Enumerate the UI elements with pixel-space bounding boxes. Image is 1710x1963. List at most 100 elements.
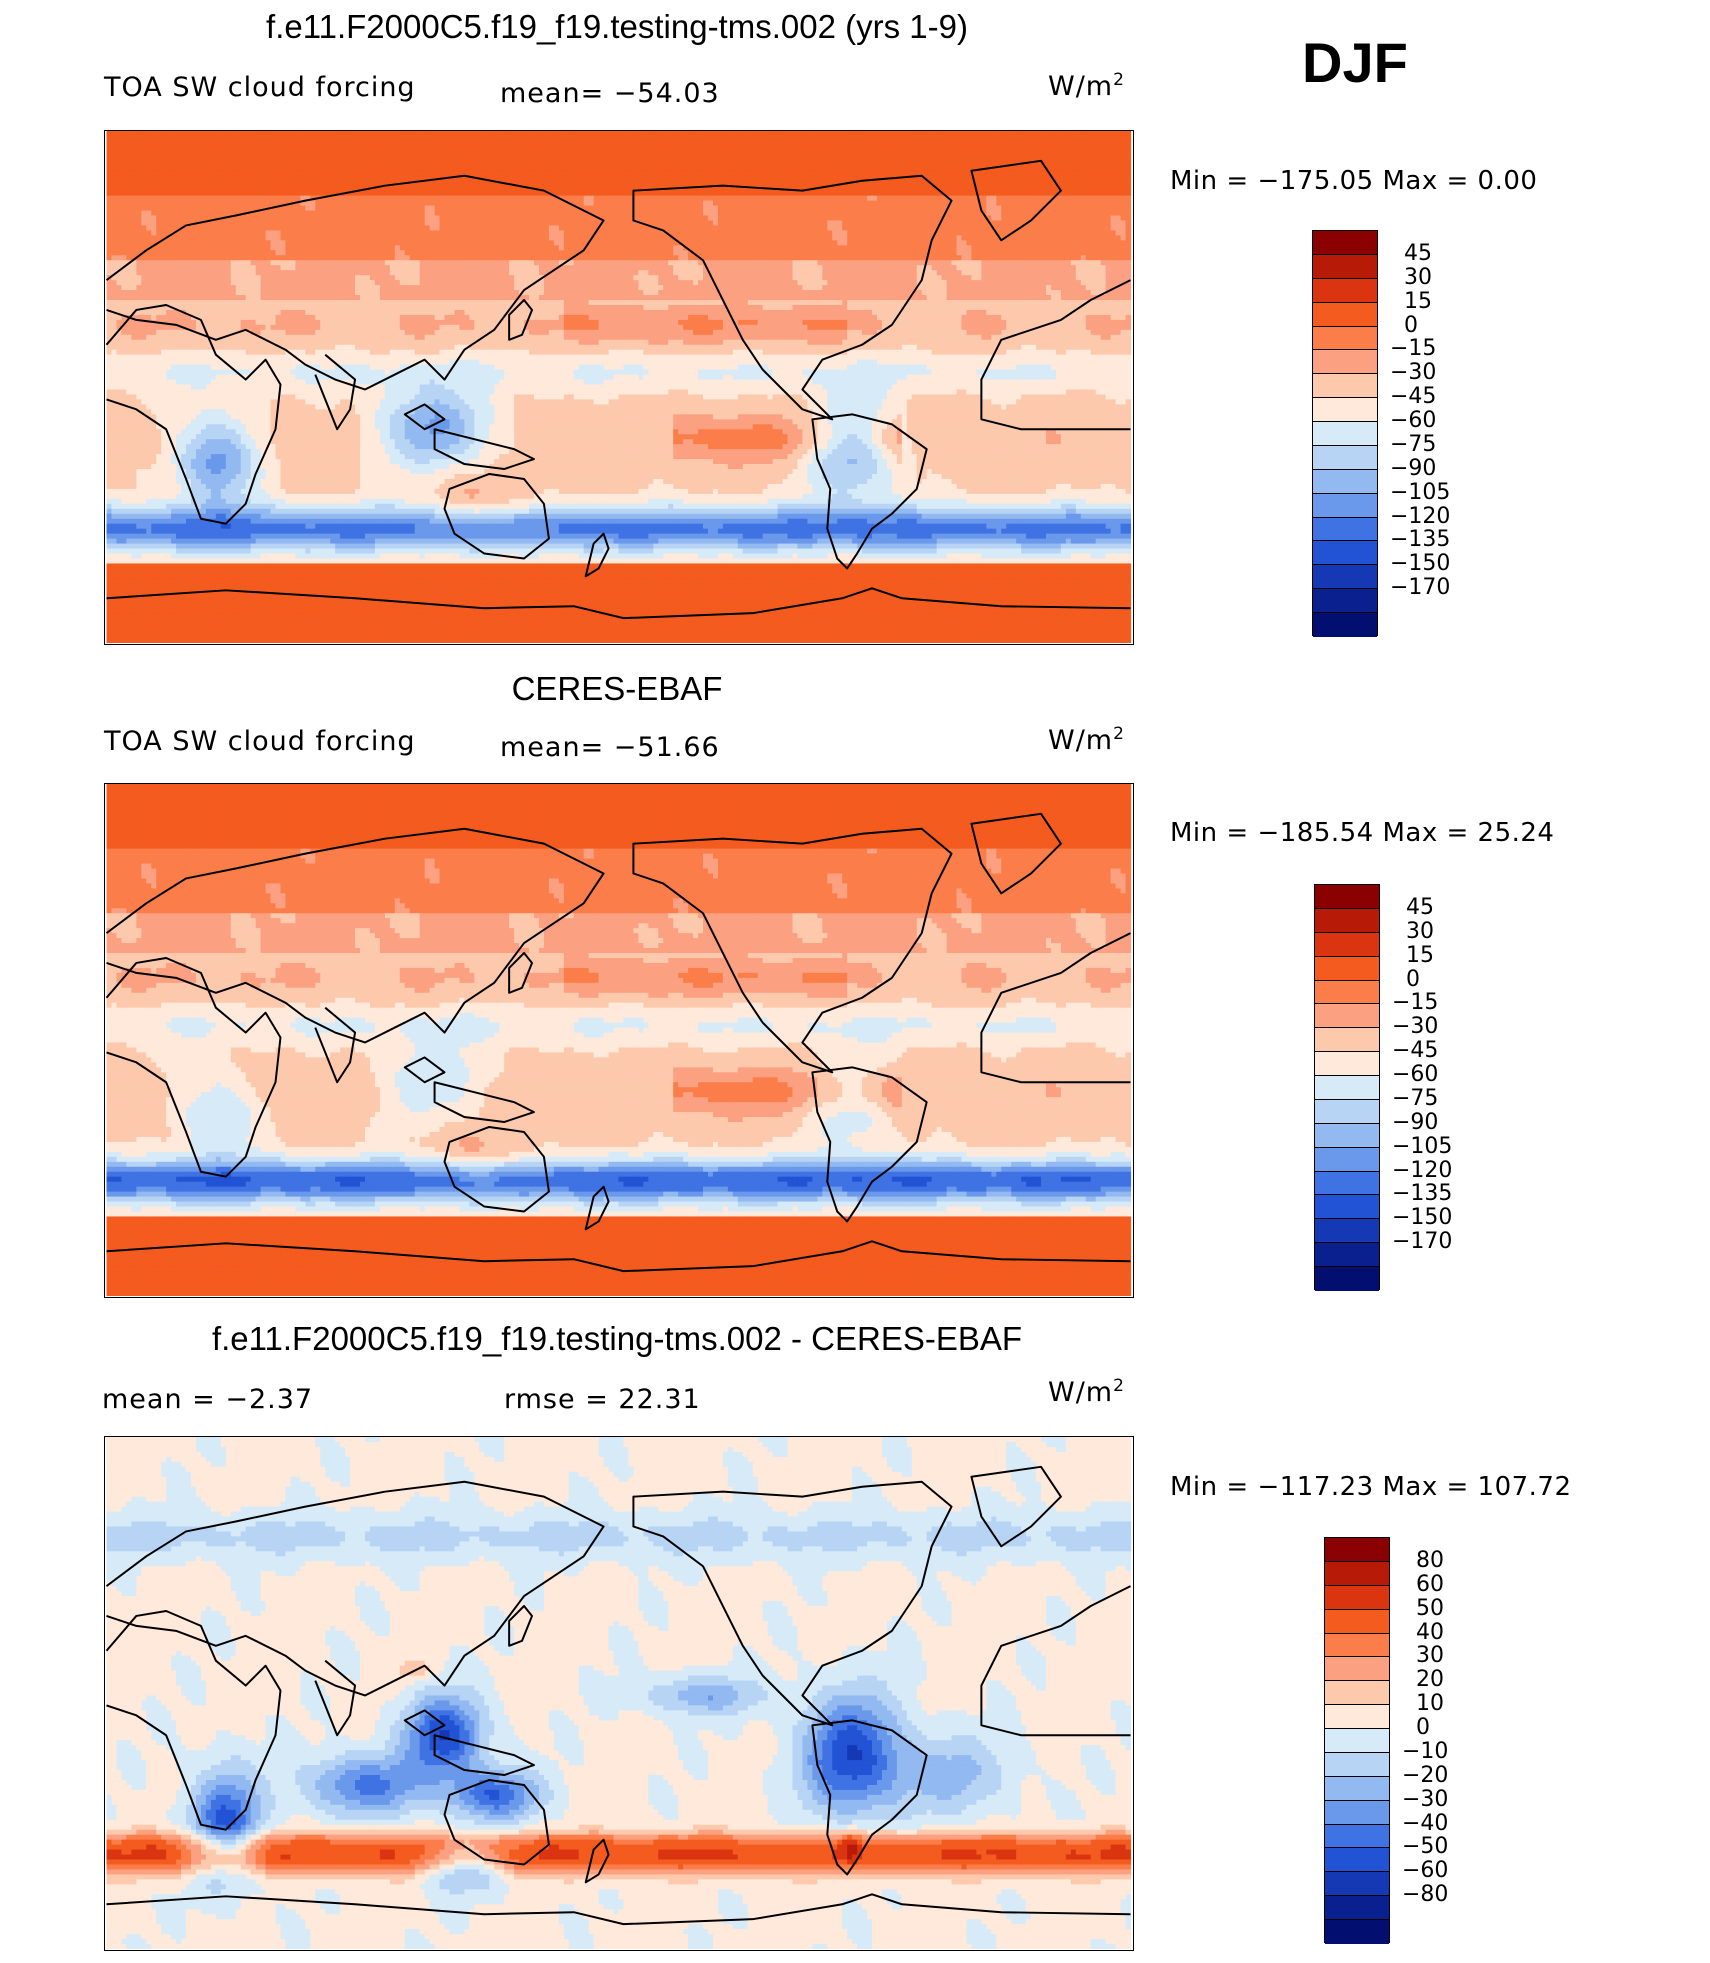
- field-cell: [459, 131, 465, 137]
- field-cell: [201, 216, 207, 222]
- field-cell: [440, 206, 446, 212]
- field-cell: [693, 225, 699, 231]
- field-cell: [1101, 186, 1107, 192]
- field-cell: [509, 176, 515, 182]
- field-cell: [847, 161, 853, 167]
- field-cell: [1106, 201, 1112, 207]
- field-cell: [266, 141, 272, 147]
- field-cell: [320, 151, 326, 157]
- field-cell: [276, 151, 282, 157]
- field-cell: [256, 196, 262, 202]
- field-cell: [708, 211, 714, 217]
- field-cell: [464, 216, 470, 222]
- field-cell: [822, 181, 828, 187]
- field-cell: [261, 235, 267, 241]
- field-cell: [375, 131, 381, 137]
- field-cell: [952, 161, 958, 167]
- field-cell: [778, 211, 784, 217]
- field-cell: [812, 146, 818, 152]
- field-cell: [768, 201, 774, 207]
- field-cell: [579, 171, 585, 177]
- field-cell: [564, 161, 570, 167]
- field-cell: [882, 235, 888, 241]
- field-cell: [211, 181, 217, 187]
- field-cell: [768, 166, 774, 172]
- field-cell: [1056, 131, 1062, 137]
- field-cell: [643, 171, 649, 177]
- field-cell: [330, 161, 336, 167]
- field-cell: [231, 206, 237, 212]
- field-cell: [619, 235, 625, 241]
- field-cell: [877, 146, 883, 152]
- field-cell: [350, 146, 356, 152]
- field-cell: [315, 206, 321, 212]
- field-cell: [141, 240, 147, 246]
- field-cell: [832, 206, 838, 212]
- field-cell: [285, 161, 291, 167]
- field-cell: [703, 166, 709, 172]
- field-cell: [221, 176, 227, 182]
- field-cell: [1106, 206, 1112, 212]
- field-cell: [743, 211, 749, 217]
- field-cell: [574, 245, 580, 251]
- field-cell: [186, 146, 192, 152]
- field-cell: [887, 220, 893, 226]
- field-cell: [663, 131, 669, 137]
- field-cell: [261, 191, 267, 197]
- field-cell: [107, 176, 113, 182]
- field-cell: [151, 186, 157, 192]
- field-cell: [917, 156, 923, 162]
- field-cell: [599, 181, 605, 187]
- field-cell: [246, 181, 252, 187]
- field-cell: [653, 131, 659, 137]
- field-cell: [196, 131, 202, 137]
- field-cell: [638, 176, 644, 182]
- field-cell: [385, 166, 391, 172]
- field-cell: [768, 245, 774, 251]
- field-cell: [763, 216, 769, 222]
- field-cell: [1086, 225, 1092, 231]
- field-cell: [1041, 230, 1047, 236]
- field-cell: [454, 235, 460, 241]
- field-cell: [355, 235, 361, 241]
- field-cell: [1001, 151, 1007, 157]
- field-cell: [852, 211, 858, 217]
- field-cell: [246, 191, 252, 197]
- field-cell: [380, 235, 386, 241]
- field-cell: [410, 156, 416, 162]
- field-cell: [191, 176, 197, 182]
- field-cell: [907, 181, 913, 187]
- field-cell: [748, 151, 754, 157]
- field-cell: [643, 245, 649, 251]
- field-cell: [161, 131, 167, 137]
- field-cell: [554, 176, 560, 182]
- field-cell: [668, 201, 674, 207]
- field-cell: [266, 186, 272, 192]
- field-cell: [1076, 181, 1082, 187]
- field-cell: [136, 161, 142, 167]
- field-cell: [1111, 220, 1117, 226]
- field-cell: [107, 250, 113, 256]
- field-cell: [1101, 171, 1107, 177]
- field-cell: [961, 201, 967, 207]
- field-cell: [708, 220, 714, 226]
- field-cell: [872, 131, 878, 137]
- field-cell: [778, 141, 784, 147]
- field-cell: [276, 191, 282, 197]
- field-cell: [141, 191, 147, 197]
- field-cell: [1126, 196, 1132, 202]
- field-cell: [1051, 240, 1057, 246]
- field-cell: [718, 146, 724, 152]
- field-cell: [290, 186, 296, 192]
- field-cell: [633, 225, 639, 231]
- field-cell: [171, 156, 177, 162]
- field-cell: [708, 171, 714, 177]
- field-cell: [867, 211, 873, 217]
- field-cell: [693, 230, 699, 236]
- field-cell: [688, 201, 694, 207]
- field-cell: [539, 220, 545, 226]
- field-cell: [584, 161, 590, 167]
- field-cell: [738, 245, 744, 251]
- field-cell: [1106, 196, 1112, 202]
- field-cell: [703, 131, 709, 137]
